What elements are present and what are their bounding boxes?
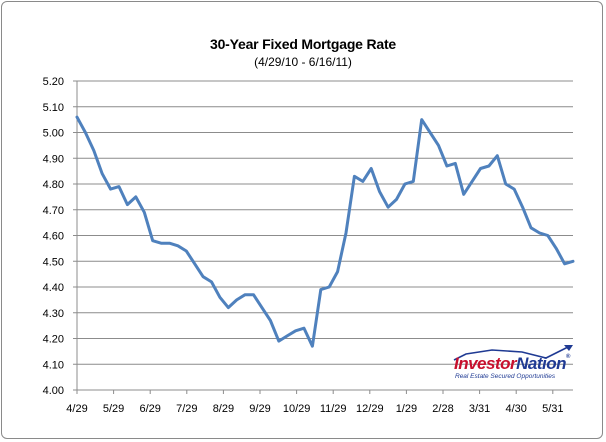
x-tick-label: 9/29 [249, 403, 270, 415]
logo-word-nation: Nation [516, 354, 567, 373]
x-tick-label: 4/29 [66, 403, 87, 415]
y-tick-label: 4.10 [43, 359, 64, 371]
y-tick-label: 5.20 [43, 76, 64, 88]
y-tick-label: 5.10 [43, 102, 64, 114]
axes [73, 80, 573, 394]
y-tick-label: 4.00 [43, 385, 64, 397]
x-tick-label: 5/31 [542, 403, 563, 415]
x-tick-label: 11/29 [320, 403, 347, 415]
y-tick-label: 5.00 [43, 128, 64, 140]
x-tick-label: 6/29 [139, 403, 160, 415]
y-tick-label: 4.50 [43, 256, 64, 268]
y-tick-label: 4.40 [43, 282, 64, 294]
gridlines [77, 80, 573, 365]
x-tick-label: 2/28 [432, 403, 453, 415]
logo-arrow-icon [453, 345, 573, 361]
logo-word-investor: Investor [454, 354, 517, 373]
y-tick-label: 4.30 [43, 308, 64, 320]
logo-registered-mark: ® [566, 354, 570, 360]
x-tick-label: 7/29 [176, 403, 197, 415]
x-tick-label: 3/31 [469, 403, 490, 415]
investornation-logo: InvestorNation® Real Estate Secured Oppo… [444, 342, 576, 382]
y-tick-label: 4.90 [43, 153, 64, 165]
x-tick-label: 1/29 [396, 403, 417, 415]
chart-subtitle: (4/29/10 - 6/16/11) [254, 55, 352, 69]
y-tick-label: 4.80 [43, 179, 64, 191]
y-tick-labels: 4.00 4.10 4.20 4.30 4.40 4.50 4.60 4.70 4.80 4.90… [43, 76, 64, 397]
x-tick-label: 10/29 [283, 403, 311, 415]
logo-wordmark: InvestorNation® [454, 354, 570, 374]
y-tick-label: 4.60 [43, 231, 64, 243]
series-layer [75, 115, 575, 348]
x-tick-labels: 4/29 5/29 6/29 7/29 8/29 9/29 10/29 11/29 12/29 1… [66, 403, 563, 415]
rate-series-line [75, 115, 575, 348]
logo-tagline: Real Estate Secured Opportunities [455, 373, 556, 380]
x-tick-label: 12/29 [356, 403, 384, 415]
x-tick-label: 4/30 [505, 403, 526, 415]
x-tick-label: 5/29 [103, 403, 124, 415]
y-tick-label: 4.70 [43, 205, 64, 217]
x-tick-label: 8/29 [213, 403, 234, 415]
y-tick-label: 4.20 [43, 334, 64, 346]
chart-title: 30-Year Fixed Mortgage Rate [210, 36, 396, 52]
